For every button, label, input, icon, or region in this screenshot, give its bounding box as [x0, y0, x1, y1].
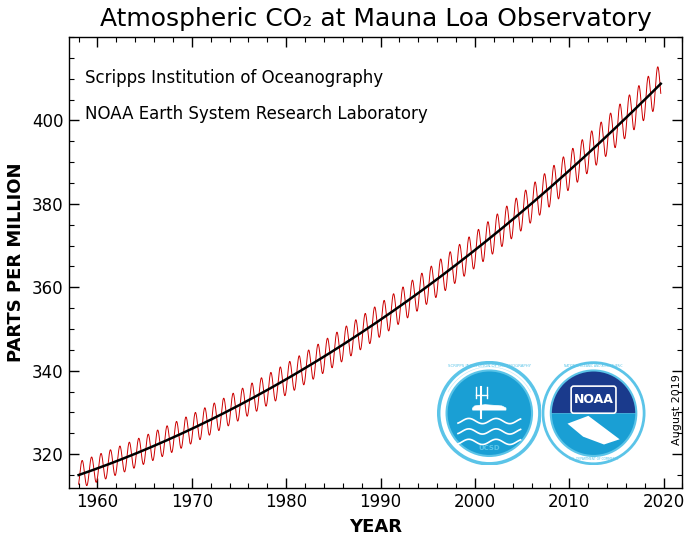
- X-axis label: YEAR: YEAR: [349, 518, 403, 536]
- Title: Atmospheric CO₂ at Mauna Loa Observatory: Atmospheric CO₂ at Mauna Loa Observatory: [100, 7, 652, 31]
- Text: Scripps Institution of Oceanography: Scripps Institution of Oceanography: [85, 68, 382, 86]
- Y-axis label: PARTS PER MILLION: PARTS PER MILLION: [7, 162, 25, 362]
- Text: August 2019: August 2019: [672, 374, 682, 445]
- Text: NOAA Earth System Research Laboratory: NOAA Earth System Research Laboratory: [85, 105, 428, 123]
